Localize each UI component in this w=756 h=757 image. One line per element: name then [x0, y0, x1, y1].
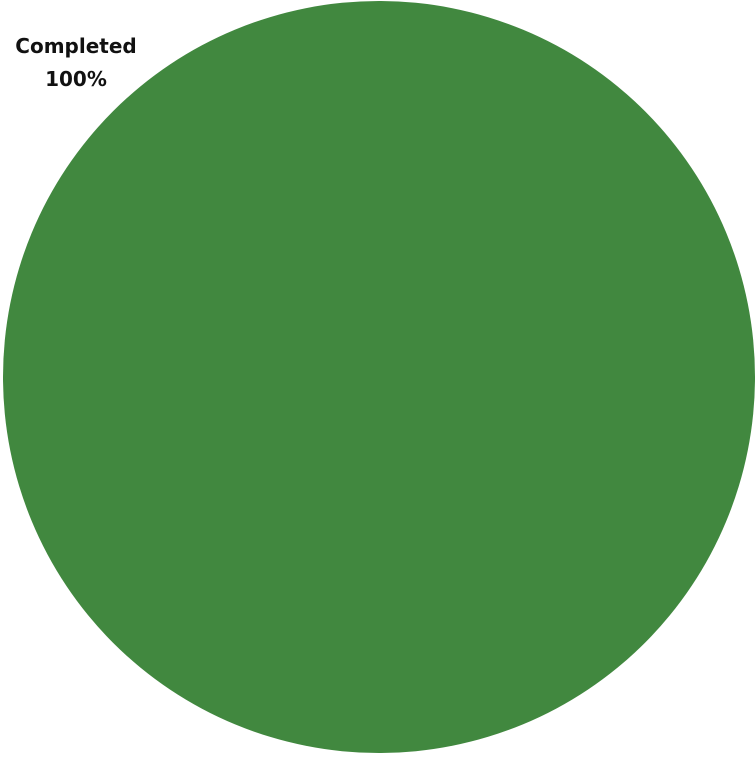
slice-percent-completed: 100%: [45, 67, 107, 91]
pie-slice-completed: [3, 1, 755, 753]
pie-slices: [3, 1, 755, 753]
slice-label-completed: Completed: [15, 34, 136, 58]
